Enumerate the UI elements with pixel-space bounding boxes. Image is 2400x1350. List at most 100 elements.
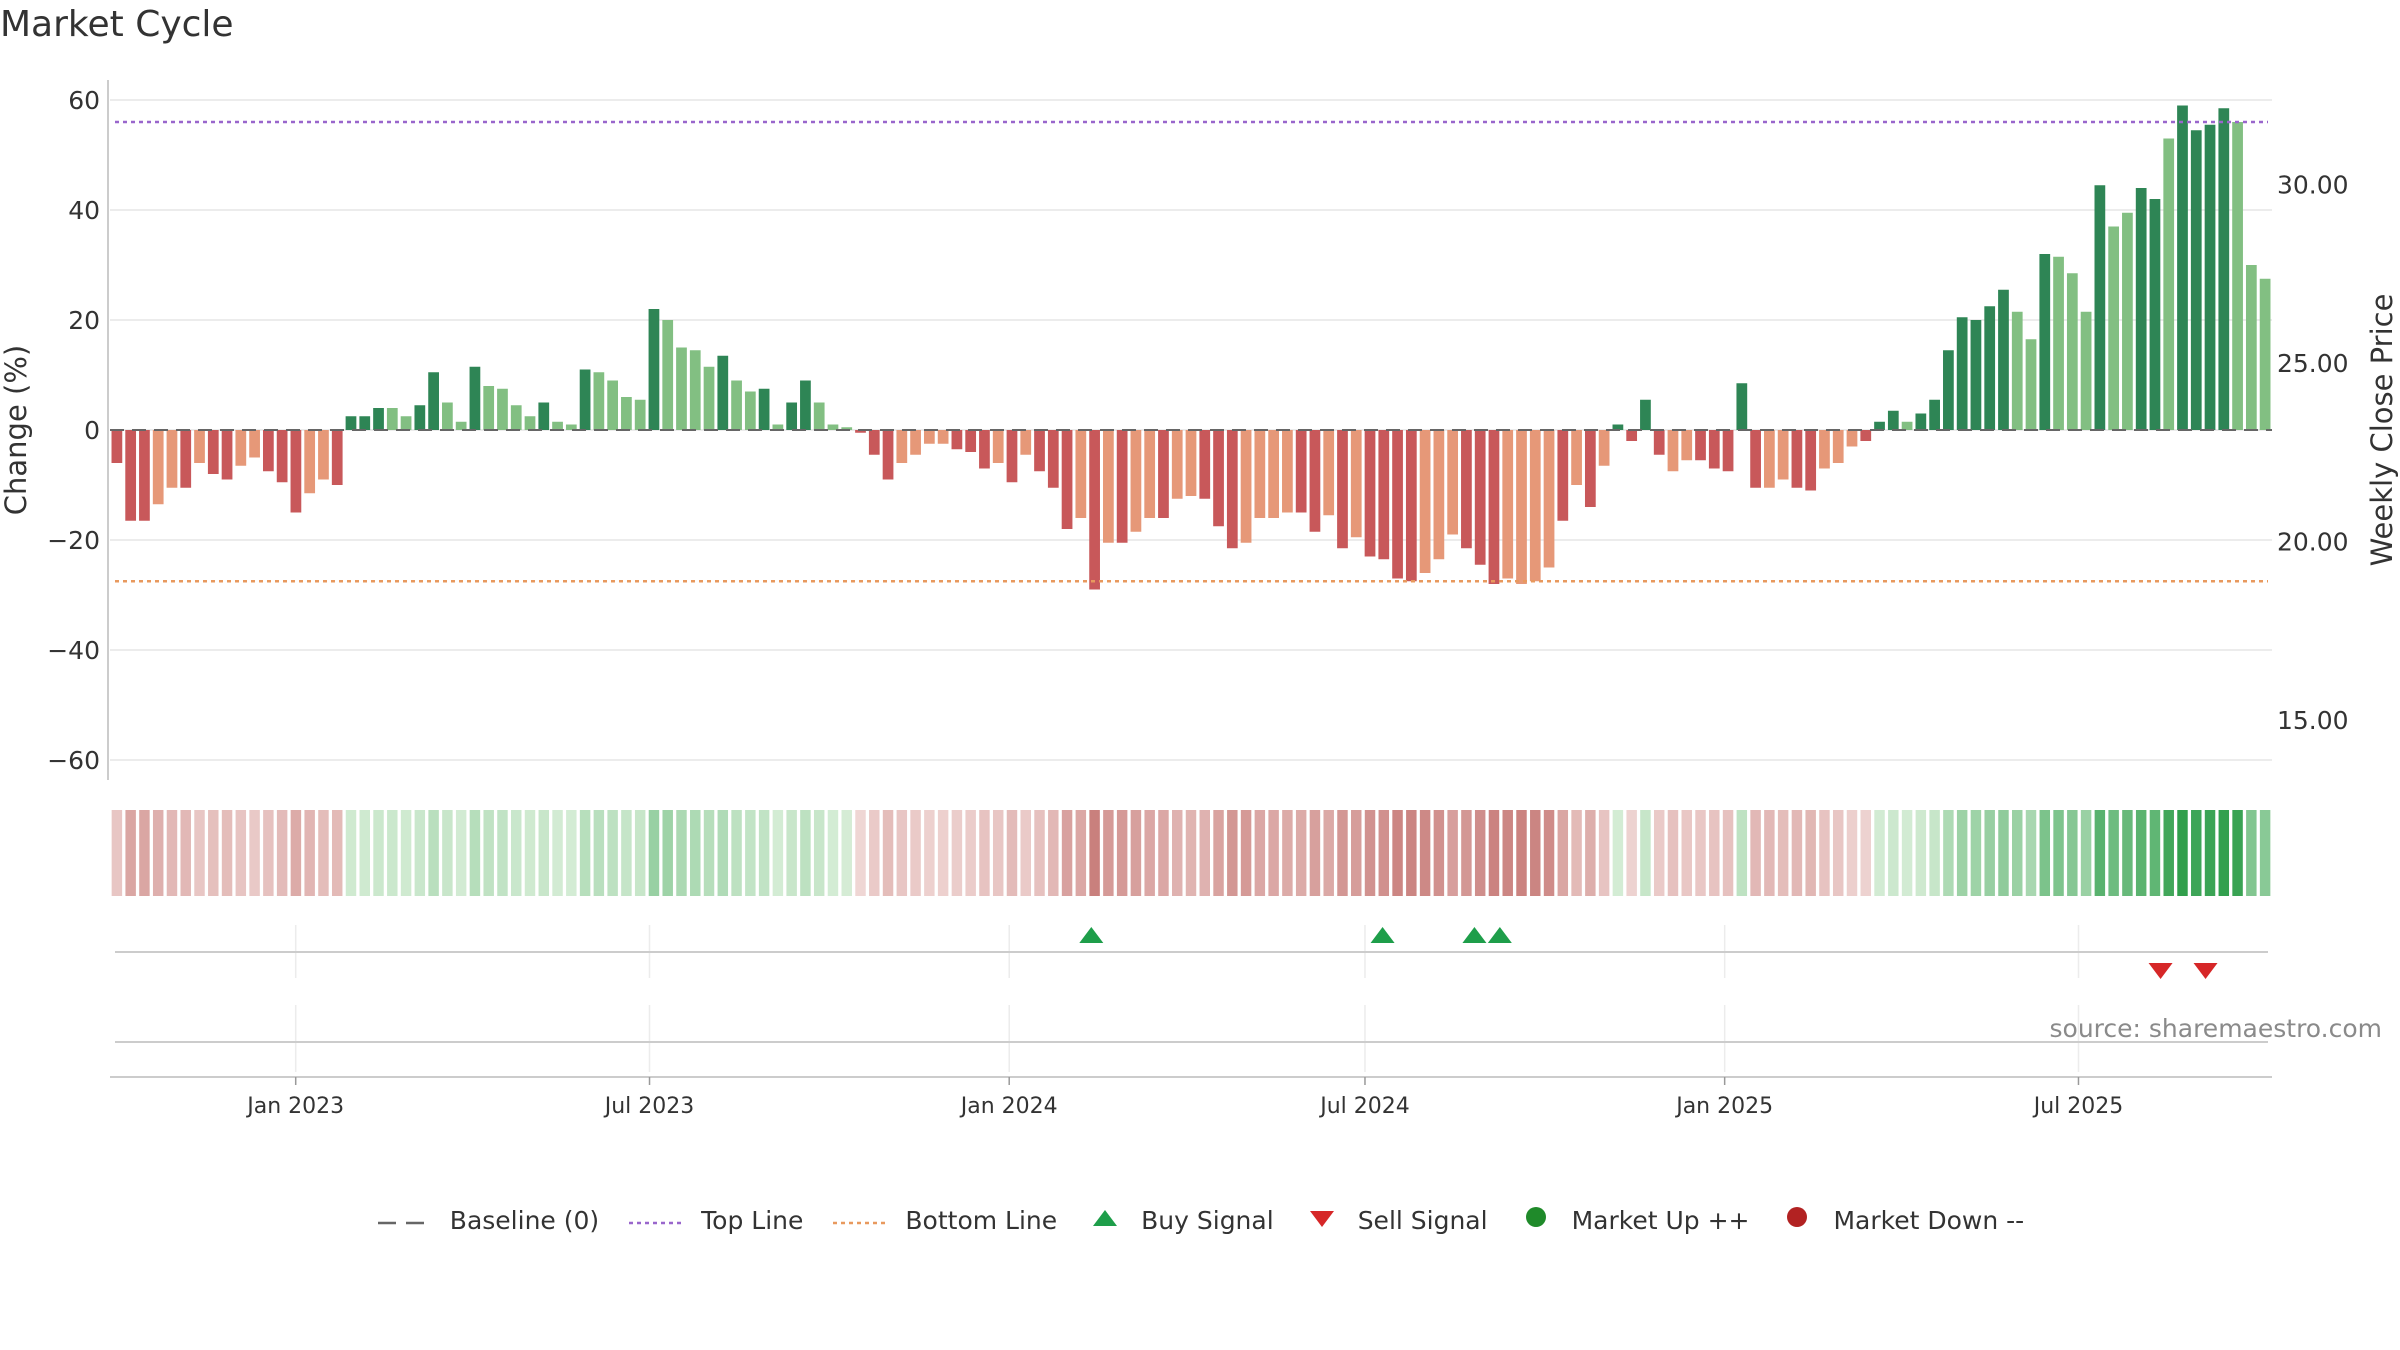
bar <box>373 408 384 430</box>
legend-label: Market Down -- <box>1833 1205 2025 1235</box>
bar <box>579 369 591 430</box>
bar <box>1943 350 1954 430</box>
strength-cell <box>345 810 357 896</box>
strength-cell <box>2232 810 2243 896</box>
bar <box>689 350 701 430</box>
legend-label: Baseline (0) <box>449 1205 600 1235</box>
bar <box>965 430 977 452</box>
strength-cell <box>2163 810 2174 896</box>
y2-tick-label: 20.00 <box>2277 528 2349 557</box>
strength-cell <box>1048 810 1059 896</box>
bar <box>1364 430 1376 557</box>
source-credit: source: sharemaestro.com <box>2049 1014 2383 1043</box>
bar <box>992 430 1004 463</box>
strength-cell <box>634 810 646 896</box>
strength-cell <box>1392 810 1403 896</box>
strength-cell <box>1736 810 1748 896</box>
dot-icon <box>1516 1205 1556 1235</box>
bar <box>800 380 811 430</box>
bar <box>2177 105 2188 430</box>
strength-cell <box>455 810 467 896</box>
reference-lines <box>110 120 2272 583</box>
strength-cell <box>1943 810 1954 896</box>
strength-cell <box>1075 810 1087 896</box>
strength-cell <box>1144 810 1155 896</box>
bar <box>1571 430 1582 485</box>
strength-cell <box>552 810 563 896</box>
bar <box>1488 430 1500 584</box>
bar <box>1309 430 1321 532</box>
bar <box>1984 306 1996 430</box>
strength-cell <box>786 810 797 896</box>
strength-cell <box>1984 810 1995 896</box>
bar <box>841 427 853 430</box>
bar <box>345 416 357 430</box>
bar <box>593 372 605 430</box>
strength-cell <box>2218 810 2230 896</box>
bar <box>428 372 439 430</box>
strength-cell <box>1461 810 1472 896</box>
bar <box>662 320 674 430</box>
bar <box>1419 430 1431 573</box>
y2-tick-label: 30.00 <box>2277 171 2349 200</box>
legend-item: Buy Signal <box>1085 1206 1274 1235</box>
strength-cell <box>387 810 398 896</box>
x-tick-label: Jan 2023 <box>245 1094 344 1119</box>
bar <box>2163 138 2175 430</box>
bar <box>1750 430 1761 488</box>
strength-cell <box>2259 810 2271 896</box>
strength-cell <box>263 810 274 896</box>
strength-cell <box>896 810 908 896</box>
strength-cell <box>208 810 219 896</box>
y-tick-label: −60 <box>47 746 100 775</box>
strength-cell <box>1337 810 1348 896</box>
bar <box>524 416 536 430</box>
strength-cell <box>400 810 412 896</box>
x-axis-ticks: Jan 2023 Jul 2023 Jan 2024 Jul 2024 Jan 2025… <box>110 1076 2272 1119</box>
strength-cell <box>813 810 825 896</box>
bar <box>1268 430 1279 518</box>
strength-cell <box>180 810 191 896</box>
bar <box>634 399 646 430</box>
bar <box>2011 311 2023 430</box>
strength-cell <box>717 810 729 896</box>
strength-cell <box>1199 810 1211 896</box>
strength-cell <box>2067 810 2078 896</box>
strength-cell <box>1585 810 1596 896</box>
strength-cell <box>1309 810 1321 896</box>
strength-cell <box>910 810 921 896</box>
strength-cell <box>1364 810 1376 896</box>
strength-cell <box>1006 810 1018 896</box>
strength-cell <box>1488 810 1500 896</box>
bar <box>1874 421 1885 430</box>
strength-cell <box>1750 810 1761 896</box>
bar <box>304 430 316 494</box>
bar <box>1502 430 1514 579</box>
bar <box>249 430 260 458</box>
strength-cell <box>428 810 439 896</box>
bar <box>1956 317 1968 430</box>
legend-label: Sell Signal <box>1357 1205 1488 1235</box>
bar <box>1089 430 1100 590</box>
bar <box>1763 430 1775 488</box>
strength-cell <box>304 810 315 896</box>
bar <box>786 402 798 430</box>
y-tick-label: 40 <box>68 196 100 225</box>
axes: −60 −40 −20 0 20 40 60 15.00 20.00 25.00 30.00 Chan… <box>0 80 2399 780</box>
strength-cell <box>1116 810 1128 896</box>
bar <box>1378 430 1390 560</box>
strength-cell <box>1089 810 1100 896</box>
legend-item: Market Down -- <box>1777 1205 2024 1235</box>
strength-cell <box>2053 810 2064 896</box>
strength-cell <box>290 810 302 896</box>
strength-cell <box>676 810 687 896</box>
bar <box>207 430 219 474</box>
bar <box>772 424 784 430</box>
strength-cell <box>2204 810 2216 896</box>
bar <box>180 430 192 488</box>
y-axis-title: Change (%) <box>0 345 33 515</box>
strength-cell <box>194 810 205 896</box>
strength-cell <box>1020 810 1031 896</box>
bar <box>1708 430 1720 469</box>
strength-cell <box>1419 810 1431 896</box>
